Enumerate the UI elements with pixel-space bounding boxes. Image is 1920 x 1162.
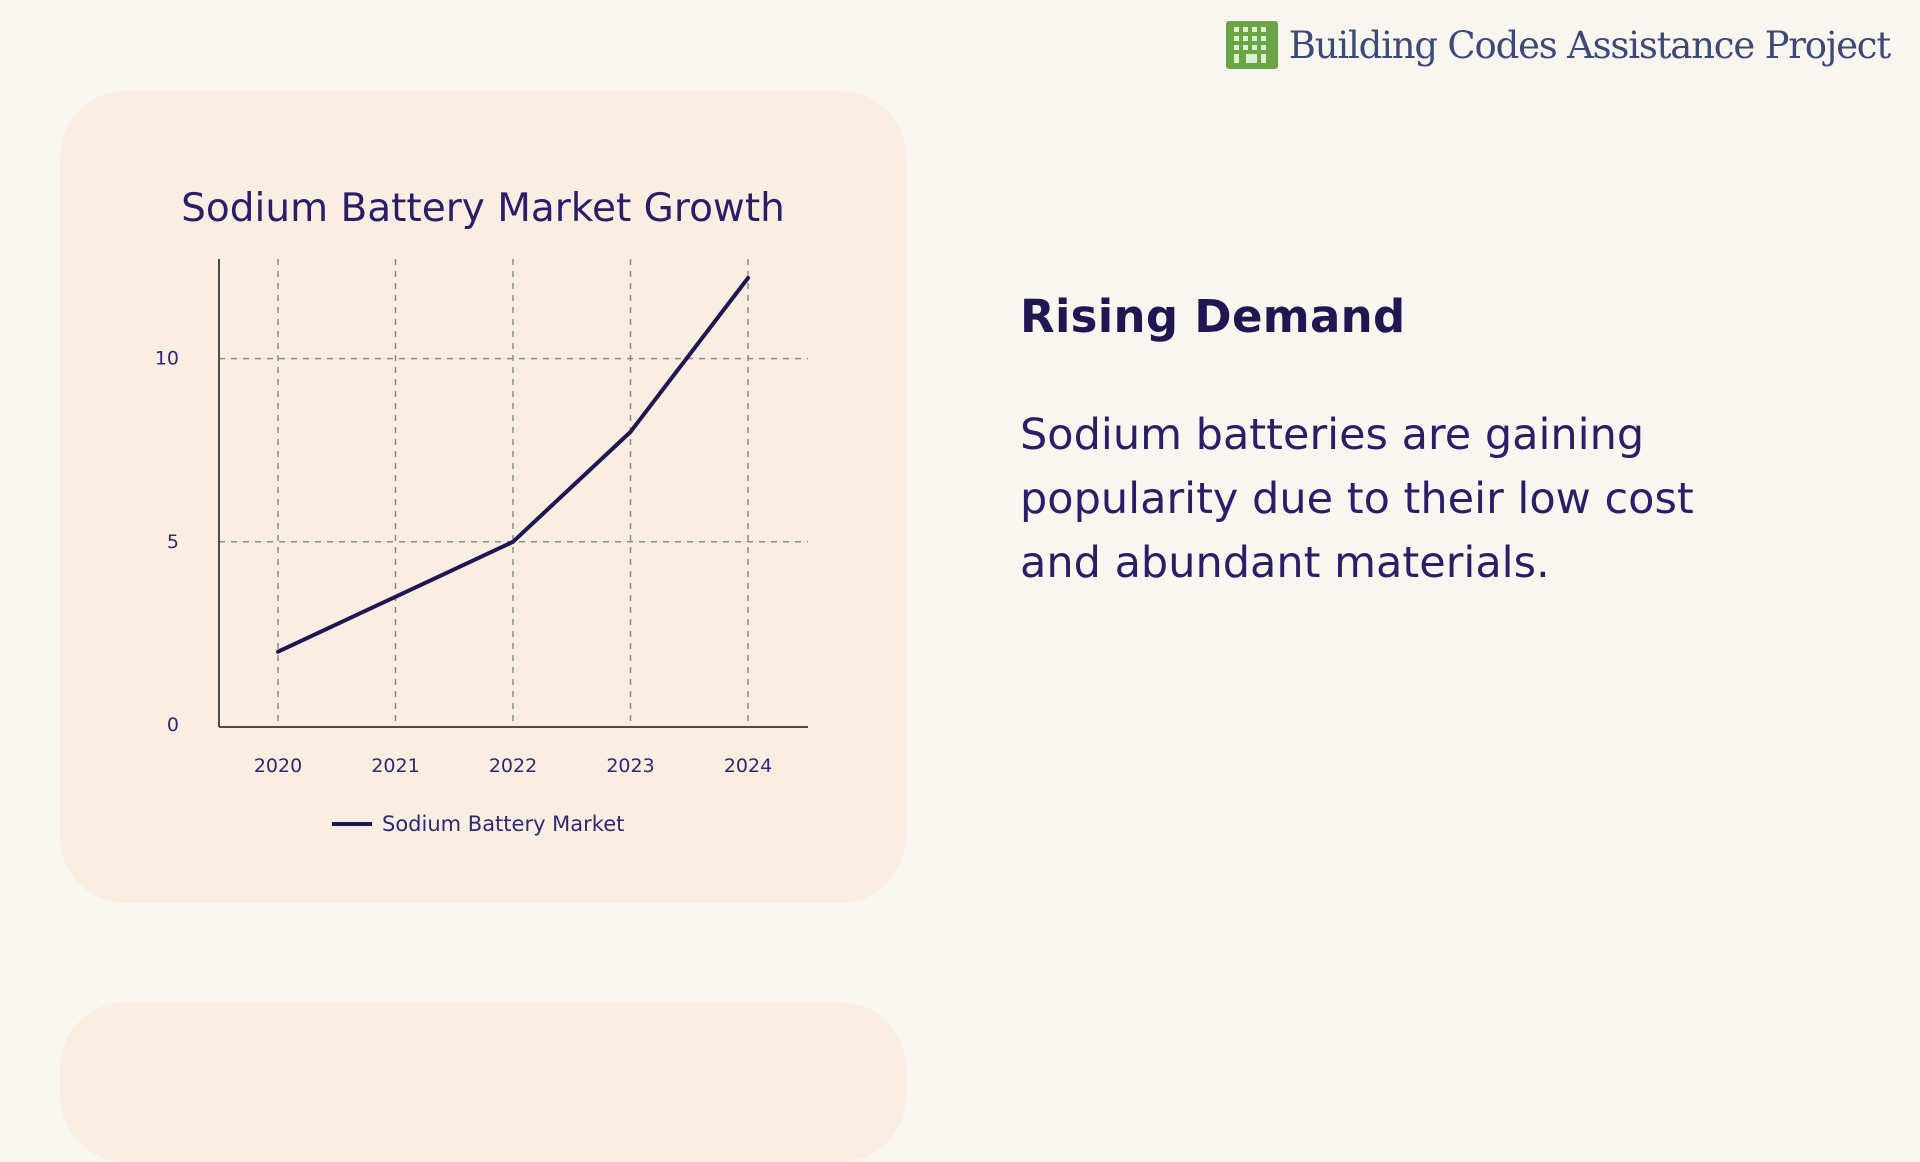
section-body: Sodium batteries are gaining popularity …	[1020, 410, 1694, 588]
chart-tick-labels: 2020 2021 2022 2023 2024 0 5 10	[155, 348, 772, 777]
y-tick-label: 0	[167, 714, 179, 736]
x-tick-label: 2024	[724, 755, 772, 777]
legend-label: Sodium Battery Market	[382, 812, 624, 836]
chart-title: Sodium Battery Market Growth	[181, 186, 785, 231]
content-panel: Rising Demand Sodium batteries are gaini…	[1020, 290, 1760, 595]
series-line	[276, 275, 750, 654]
building-icon	[1225, 21, 1278, 69]
x-tick-label: 2023	[606, 755, 654, 777]
brand-header: Building Codes Assistance Project	[1225, 20, 1891, 70]
chart-card: Sodium Battery Market Growth 2020 2021 202…	[60, 91, 906, 903]
x-tick-label: 2021	[371, 755, 419, 777]
x-tick-label: 2020	[254, 755, 302, 777]
chart-legend: Sodium Battery Market	[332, 812, 624, 836]
y-tick-label: 5	[167, 531, 179, 553]
next-card	[60, 1002, 906, 1162]
x-tick-label: 2022	[489, 755, 537, 777]
chart-axes	[218, 259, 808, 728]
section-heading: Rising Demand	[1020, 290, 1406, 343]
chart-grid	[219, 259, 808, 725]
chart-series	[276, 275, 750, 654]
org-name: Building Codes Assistance Project	[1288, 23, 1891, 67]
line-chart: Sodium Battery Market Growth 2020 2021 202…	[155, 186, 808, 836]
y-tick-label: 10	[155, 348, 179, 370]
